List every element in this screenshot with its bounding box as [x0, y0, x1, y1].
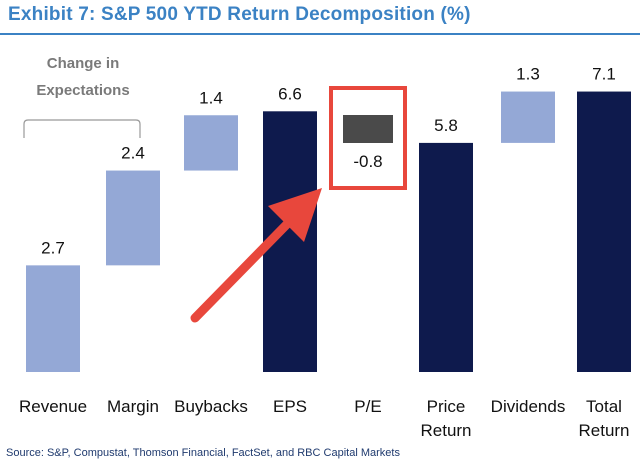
- value-label-price-return: 5.8: [434, 116, 458, 135]
- tick-label-price-return-line2: Return: [420, 421, 471, 440]
- bar-dividends: [501, 91, 555, 143]
- waterfall-chart: Change in Expectations 2.7 Revenue 2.4 Marg…: [19, 55, 631, 440]
- tick-label-total-return-line2: Return: [578, 421, 629, 440]
- bar-margin: [106, 170, 160, 266]
- bar-p-e: [343, 115, 393, 143]
- value-label-eps: 6.6: [278, 84, 302, 103]
- bar-revenue: [26, 265, 80, 372]
- value-label-margin: 2.4: [121, 144, 145, 163]
- value-label-p-e: -0.8: [353, 152, 382, 171]
- tick-label-eps: EPS: [273, 397, 307, 416]
- value-label-total-return: 7.1: [592, 65, 616, 84]
- source-note: Source: S&P, Compustat, Thomson Financia…: [6, 447, 400, 459]
- bar-total-return: [577, 91, 631, 373]
- tick-label-margin: Margin: [107, 397, 159, 416]
- tick-label-price-return-line1: Price: [427, 397, 466, 416]
- pe-highlight-box: [329, 86, 407, 190]
- bar-price-return: [419, 142, 473, 372]
- tick-label-total-return-line1: Total: [586, 397, 622, 416]
- chart-title: Exhibit 7: S&P 500 YTD Return Decomposit…: [8, 4, 471, 25]
- expectations-label-line1: Change in: [47, 55, 120, 72]
- value-label-buybacks: 1.4: [199, 88, 223, 107]
- expectations-label-line2: Expectations: [36, 82, 129, 99]
- highlight-arrow: [190, 188, 322, 323]
- bar-buybacks: [184, 115, 238, 171]
- tick-label-dividends: Dividends: [491, 397, 566, 416]
- bars-group: 2.7 Revenue 2.4 Margin 1.4 Buybacks 6.6 EPS -0.8…: [19, 65, 631, 440]
- expectations-bracket: [23, 119, 141, 138]
- tick-label-revenue: Revenue: [19, 397, 87, 416]
- tick-label-buybacks: Buybacks: [174, 397, 248, 416]
- value-label-dividends: 1.3: [516, 65, 540, 84]
- title-rule: [0, 33, 640, 35]
- value-label-revenue: 2.7: [41, 238, 65, 257]
- tick-label-p-e: P/E: [354, 397, 381, 416]
